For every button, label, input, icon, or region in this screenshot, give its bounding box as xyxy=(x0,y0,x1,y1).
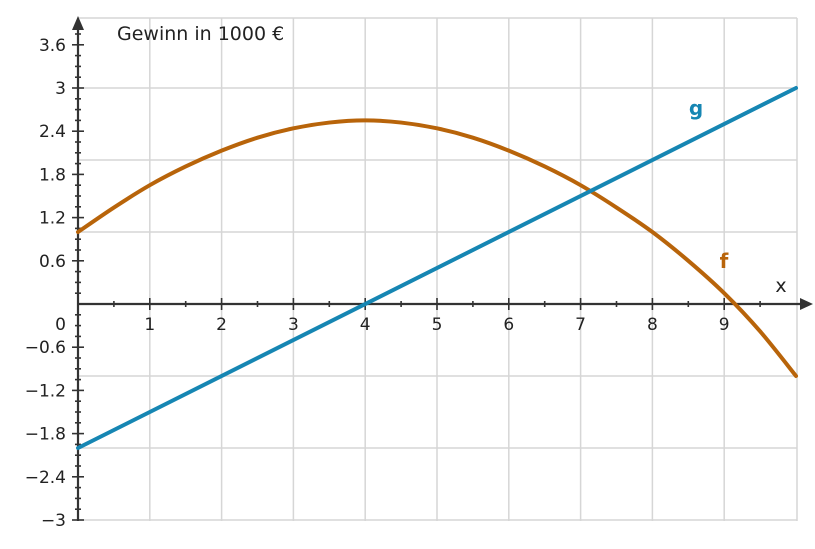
y-tick-label: −2.4 xyxy=(25,468,66,488)
y-tick-label: 2.4 xyxy=(39,122,66,142)
axes xyxy=(72,16,813,521)
y-axis-title: Gewinn in 1000 € xyxy=(117,23,284,45)
series-line-f xyxy=(76,118,798,378)
x-tick-label: 9 xyxy=(719,315,730,335)
series-label-f: f xyxy=(720,249,729,273)
x-tick-label: 7 xyxy=(575,315,586,335)
series-line-g xyxy=(76,86,798,450)
y-tick-label: 3.6 xyxy=(39,36,66,56)
y-tick-label: 1.8 xyxy=(39,165,66,185)
x-tick-label: 2 xyxy=(216,315,227,335)
x-tick-label: 8 xyxy=(647,315,658,335)
series-layer xyxy=(76,86,798,450)
y-tick-label: −1.8 xyxy=(25,425,66,445)
y-tick-label: 1.2 xyxy=(39,209,66,229)
x-axis-arrow xyxy=(800,298,813,310)
x-tick-label: 4 xyxy=(360,315,371,335)
y-tick-label: −0.6 xyxy=(25,338,66,358)
x-tick-label: 6 xyxy=(503,315,514,335)
y-axis-arrow xyxy=(72,16,84,30)
y-tick-label: −1.2 xyxy=(25,381,66,401)
x-tick-label: 5 xyxy=(432,315,443,335)
y-tick-label: −3 xyxy=(41,511,66,531)
labels-layer: 1 2 3 4 5 6 7 8 9 3.6 3 2.4 1.8 1.2 0.6 −0.6 −1.2 −1.8 −2.… xyxy=(25,36,730,531)
x-axis-title: x xyxy=(775,275,786,297)
x-tick-label: 1 xyxy=(144,315,155,335)
origin-label: 0 xyxy=(55,315,66,335)
x-tick-label: 3 xyxy=(288,315,299,335)
series-label-g: g xyxy=(689,96,703,120)
y-tick-label: 3 xyxy=(55,79,66,99)
y-tick-label: 0.6 xyxy=(39,252,66,272)
